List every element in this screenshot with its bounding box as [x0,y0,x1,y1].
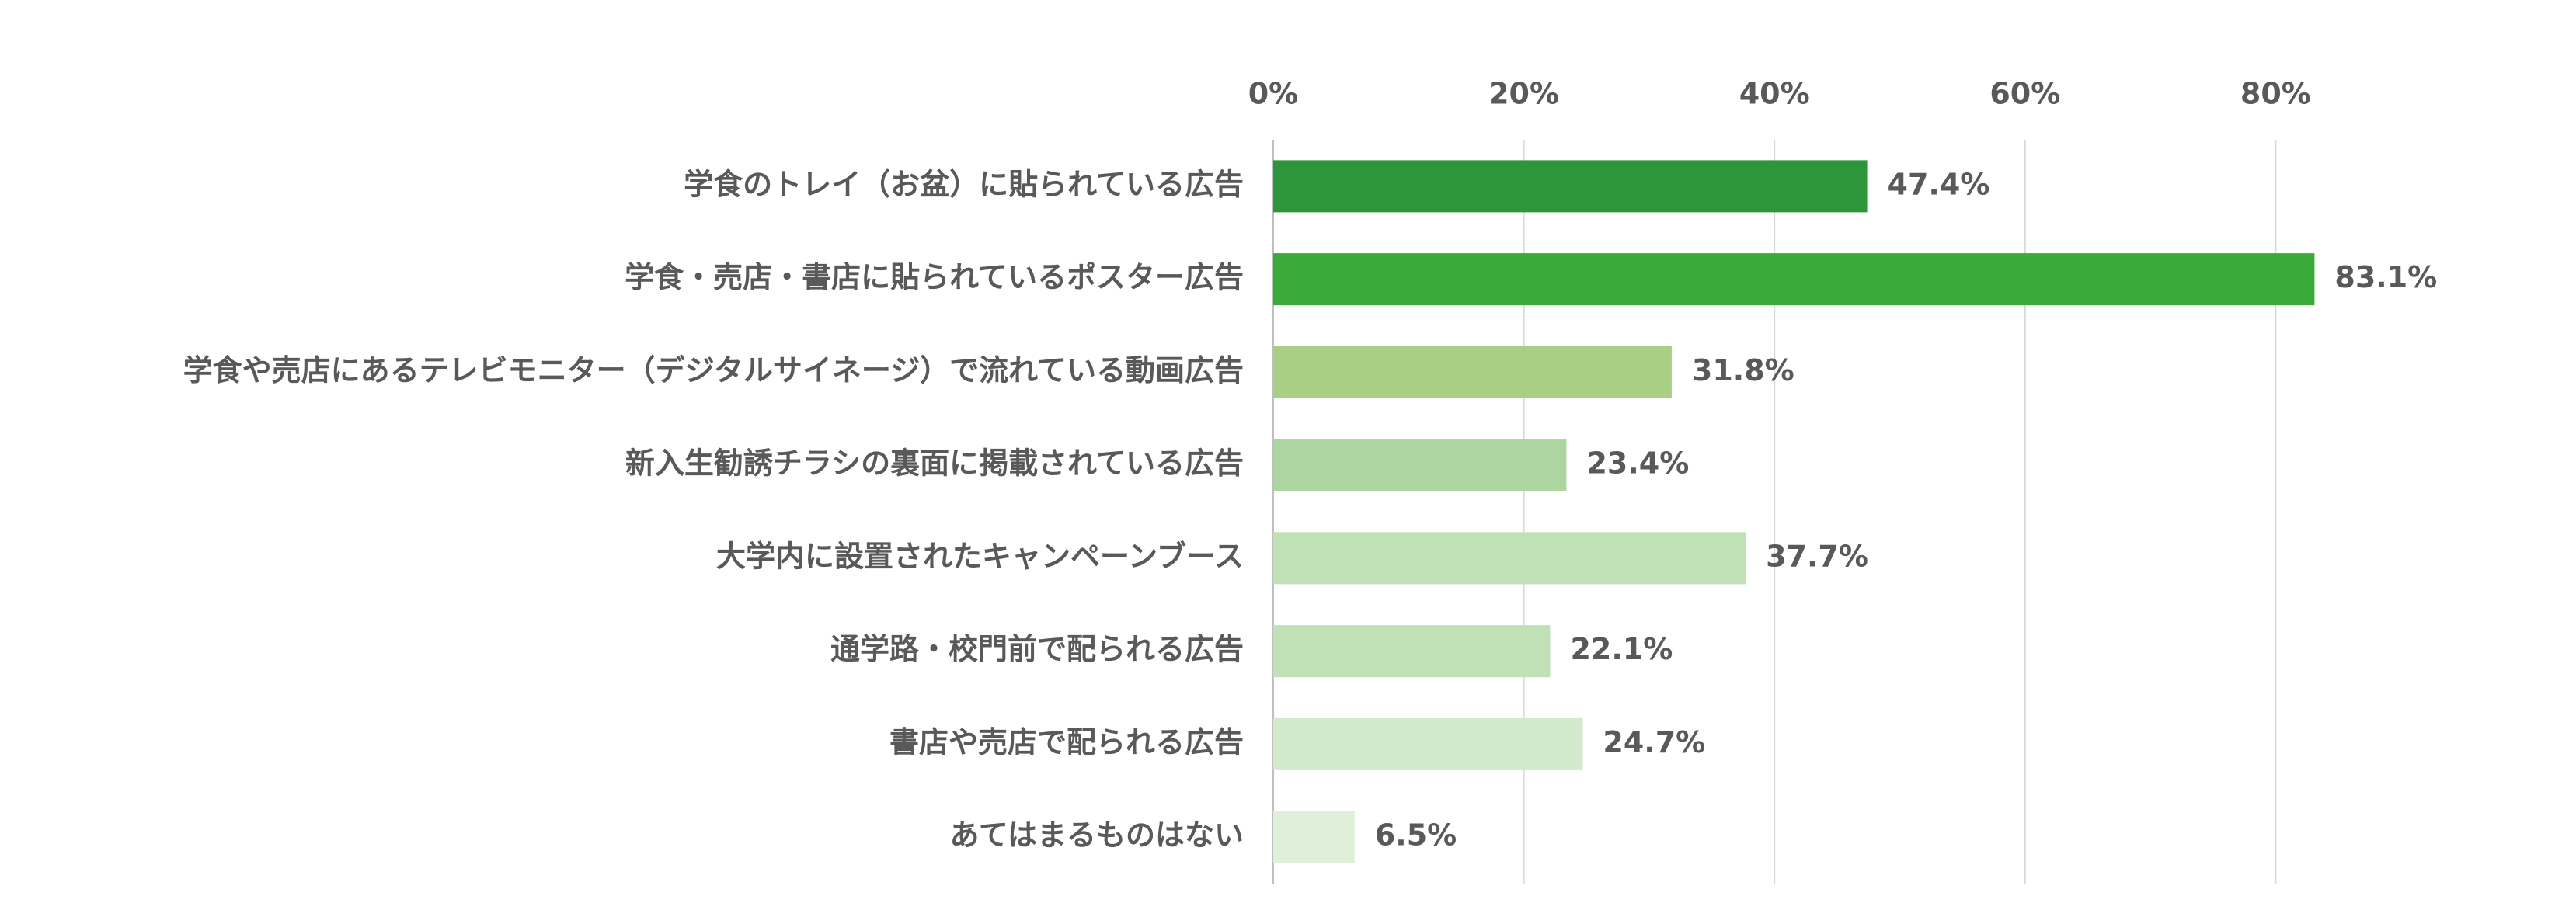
x-tick-label: 40% [1739,77,1810,111]
category-label: 通学路・校門前で配られる広告 [830,632,1244,666]
x-tick-label: 60% [1989,77,2060,111]
value-label: 22.1% [1570,632,1673,666]
x-tick-label: 20% [1488,77,1559,111]
value-label: 83.1% [2334,260,2437,294]
x-tick-label: 0% [1248,77,1299,111]
x-tick-label: 80% [2240,77,2311,111]
bar [1273,532,1746,585]
category-label: あてはまるものはない [950,818,1244,853]
value-label: 37.7% [1766,539,1868,573]
value-label: 24.7% [1603,725,1705,759]
category-label: 大学内に設置されたキャンペーンブース [716,539,1244,573]
value-label: 23.4% [1586,446,1689,481]
value-label: 31.8% [1692,353,1794,387]
category-label: 新入生勧誘チラシの裏面に掲載されている広告 [625,446,1244,481]
bar [1273,625,1551,678]
value-label: 47.4% [1888,167,1990,201]
category-label: 学食・売店・書店に貼られているポスター広告 [625,260,1244,294]
category-label: 学食や売店にあるテレビモニター（デジタルサイネージ）で流れている動画広告 [183,353,1244,387]
bar [1273,160,1868,213]
category-label: 学食のトレイ（お盆）に貼られている広告 [684,167,1244,201]
bar [1273,346,1672,398]
bar [1273,439,1567,491]
category-label: 書店や売店で配られる広告 [889,725,1244,759]
bar [1273,253,2315,306]
value-label: 6.5% [1375,818,1457,853]
bar [1273,811,1355,863]
bar [1273,717,1583,770]
